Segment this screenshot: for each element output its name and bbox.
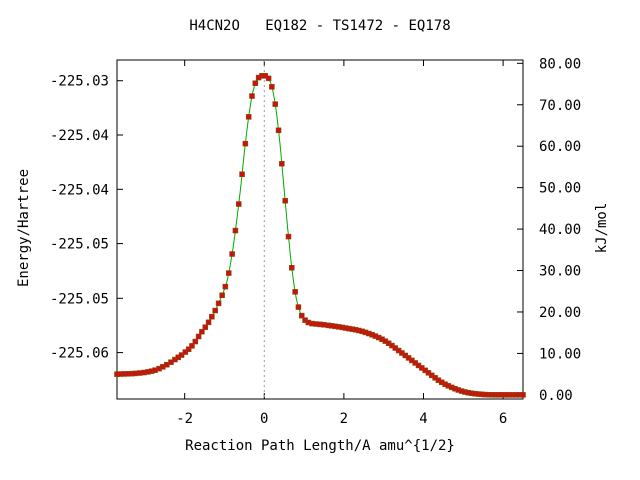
data-point — [219, 292, 225, 298]
y-tick-label: -225.04 — [50, 128, 109, 144]
y-tick-label: -225.05 — [50, 237, 109, 253]
y-tick-label: -225.06 — [50, 346, 109, 362]
data-point — [189, 343, 195, 349]
data-point — [205, 319, 212, 326]
y-tick-label: -225.03 — [50, 74, 109, 90]
y2-tick-label: 10.00 — [539, 346, 581, 362]
data-point — [269, 84, 275, 90]
data-point — [132, 370, 139, 377]
data-point — [295, 304, 302, 310]
data-point — [252, 80, 259, 86]
data-point — [178, 352, 185, 358]
x-tick-label: 4 — [419, 411, 427, 427]
y-tick-label: -225.04 — [50, 182, 109, 198]
x-tick-label: 6 — [499, 411, 507, 427]
data-point — [265, 75, 272, 82]
data-point — [222, 283, 229, 290]
data-point — [192, 338, 199, 345]
data-point — [242, 140, 249, 147]
data-point — [202, 324, 208, 330]
data-point — [289, 265, 295, 271]
x-tick-label: -2 — [176, 411, 193, 427]
data-point — [195, 333, 202, 340]
data-point — [232, 227, 239, 234]
y2-tick-label: 30.00 — [539, 264, 581, 280]
y2-tick-label: 0.00 — [539, 388, 573, 404]
data-point — [235, 201, 242, 207]
data-point — [275, 127, 282, 134]
data-point — [212, 307, 218, 314]
data-point — [282, 197, 288, 204]
data-point — [182, 349, 189, 355]
data-point — [229, 251, 235, 257]
y2-tick-label: 40.00 — [539, 222, 581, 238]
y2-tick-label: 50.00 — [539, 181, 581, 197]
data-point — [209, 313, 215, 320]
y2-tick-label: 80.00 — [539, 56, 581, 72]
data-point — [285, 233, 292, 240]
data-point — [239, 171, 245, 178]
chart-title: H4CN2O EQ182 - TS1472 - EQ178 — [189, 18, 451, 34]
y-tick-label: -225.05 — [50, 291, 109, 307]
data-point — [299, 312, 305, 319]
y2-tick-label: 20.00 — [539, 305, 581, 321]
y2-tick-label: 60.00 — [539, 139, 581, 155]
data-point — [199, 328, 205, 335]
data-point — [245, 114, 252, 120]
plot-area — [116, 59, 524, 400]
data-point — [272, 101, 278, 107]
data-point — [292, 289, 298, 295]
data-point — [226, 270, 232, 276]
data-point — [215, 300, 222, 307]
y2-tick-label: 70.00 — [539, 98, 581, 114]
x-tick-label: 2 — [340, 411, 348, 427]
data-point — [185, 346, 192, 352]
data-point — [279, 160, 285, 167]
data-point — [520, 392, 526, 398]
x-tick-label: 0 — [260, 411, 268, 427]
x-axis-label: Reaction Path Length/A amu^{1/2} — [185, 438, 455, 454]
energy-curve — [117, 75, 523, 396]
data-point — [249, 93, 255, 99]
